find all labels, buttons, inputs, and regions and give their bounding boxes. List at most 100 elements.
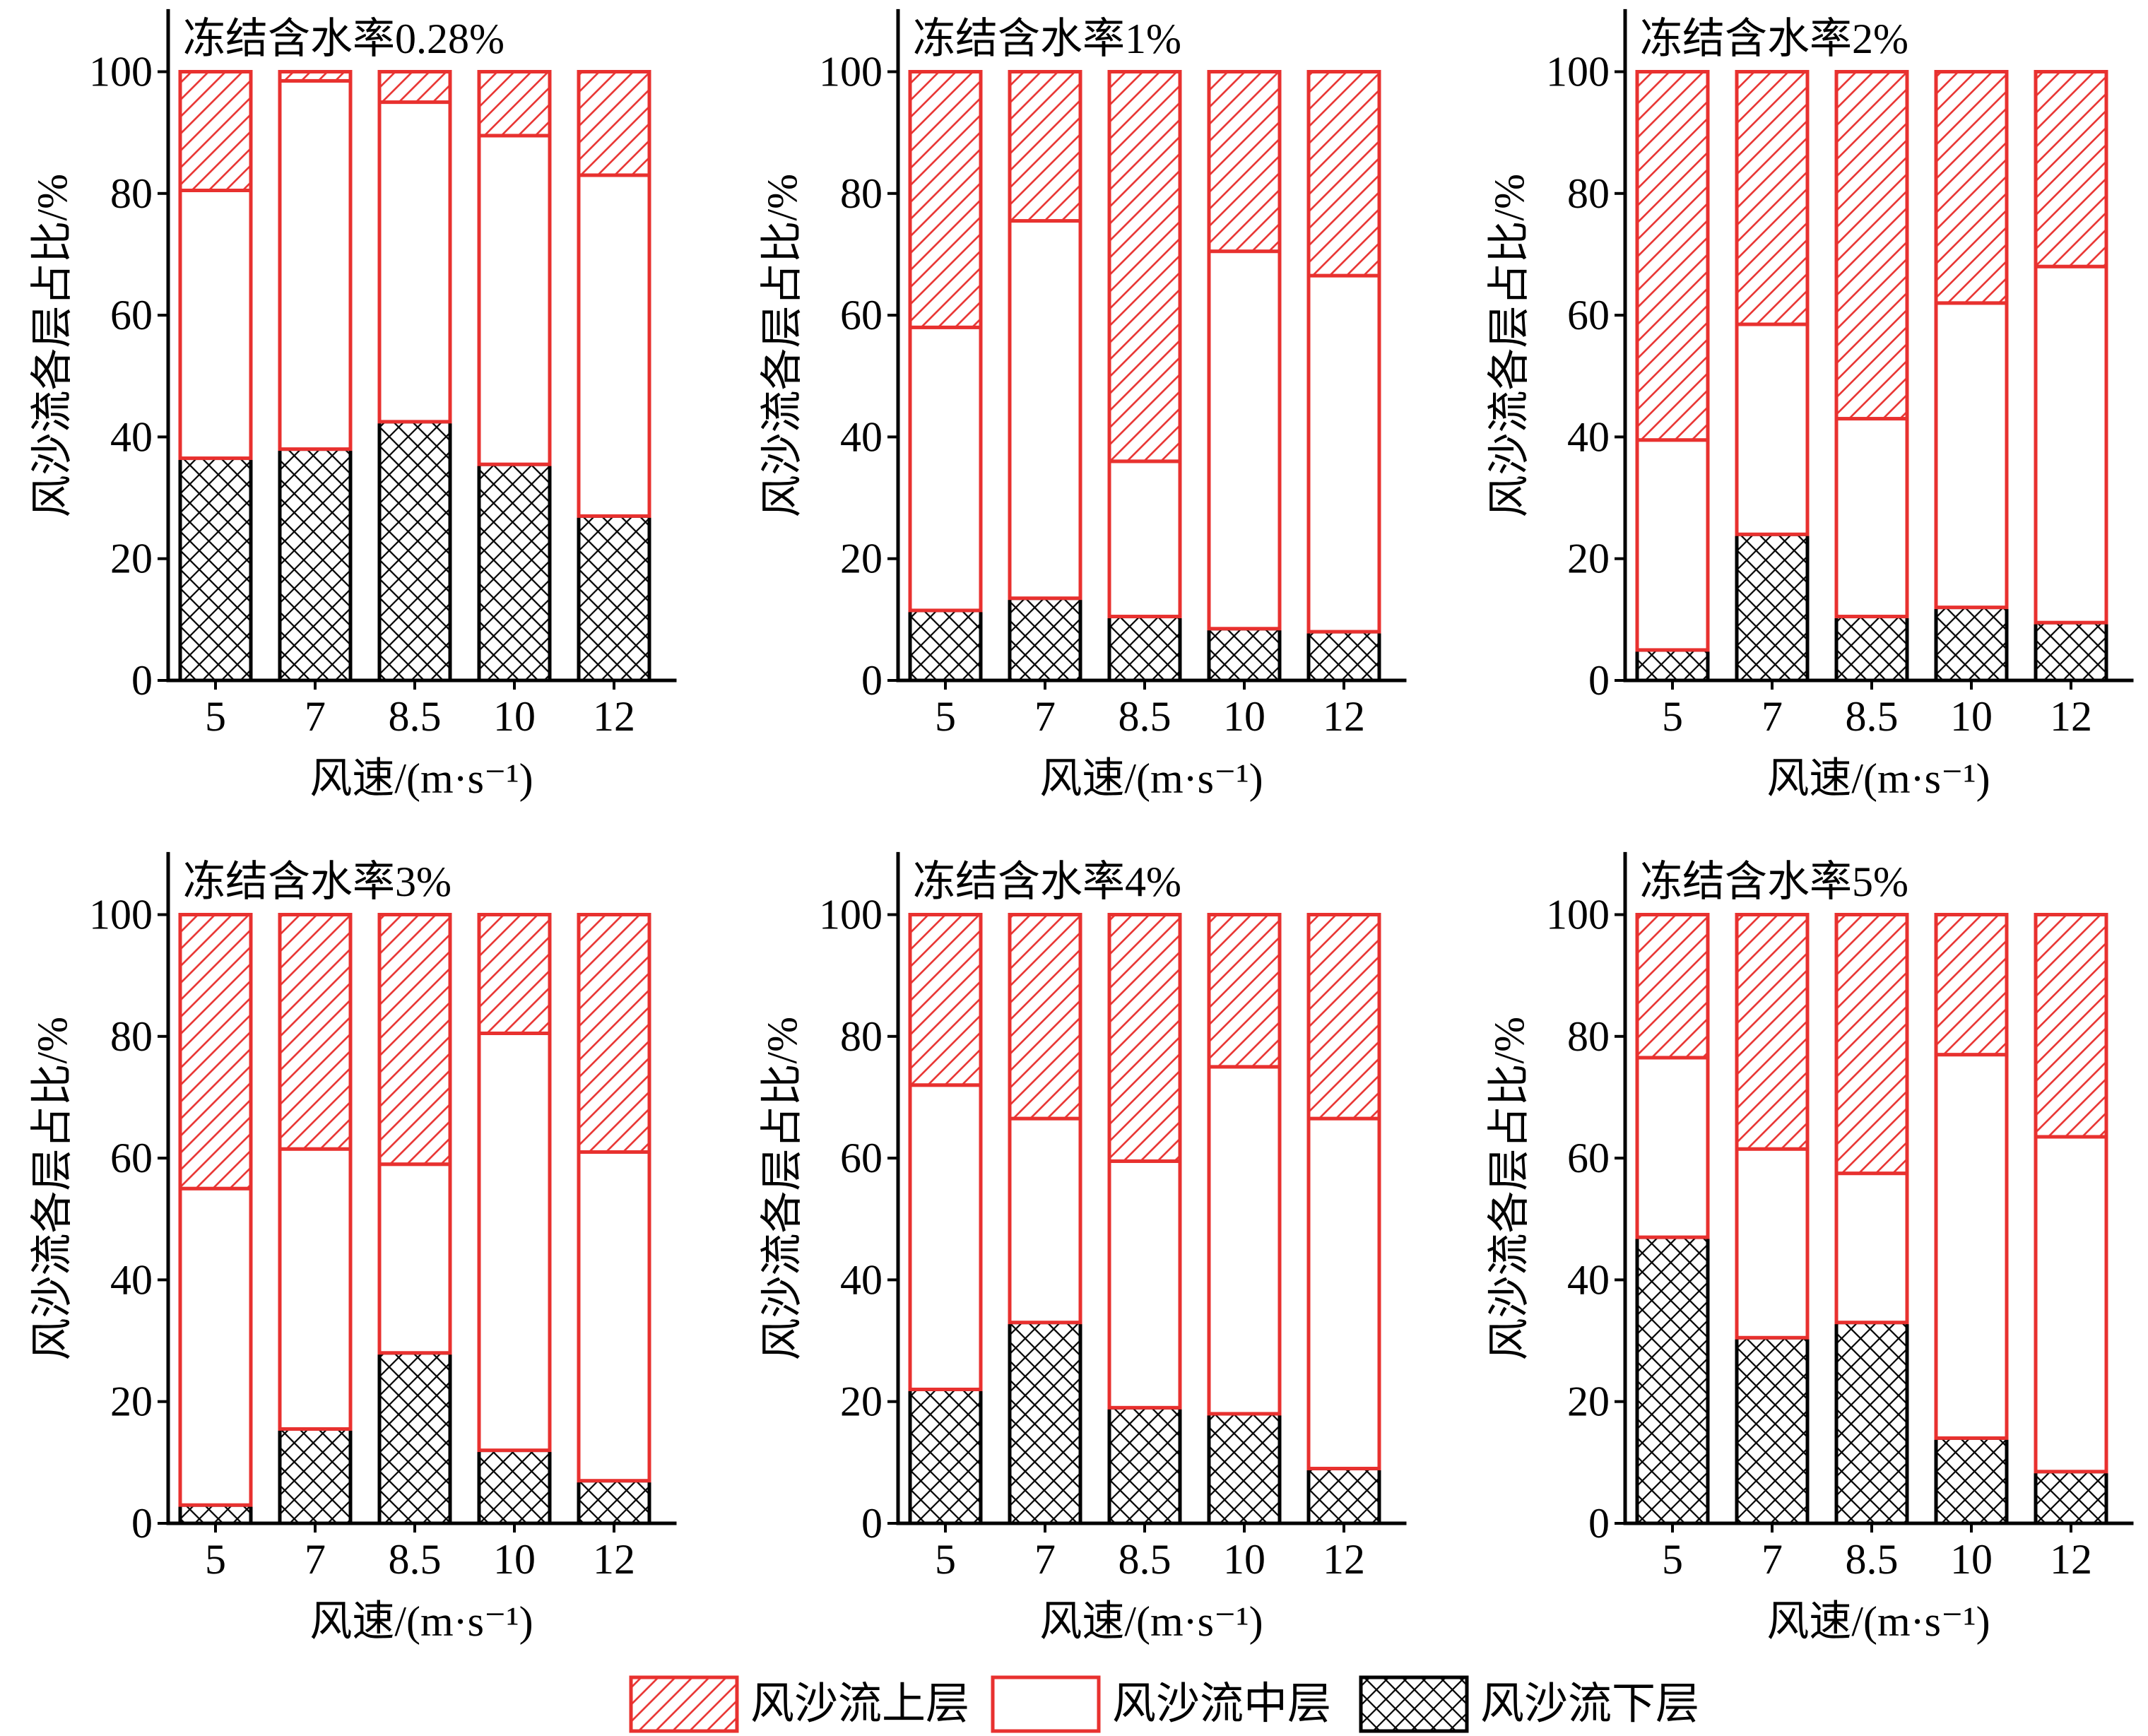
x-tick-label: 7 xyxy=(1762,1536,1783,1583)
y-tick-label: 60 xyxy=(110,1135,153,1181)
panel-title: 冻结含水率3% xyxy=(183,858,452,905)
bar-segment-lower-layer xyxy=(377,420,452,683)
panel-title: 冻结含水率0.28% xyxy=(183,16,504,62)
bar-segment-upper-layer xyxy=(1306,70,1381,278)
bar-segment-upper-layer xyxy=(1735,70,1810,326)
bar-segment-upper-layer xyxy=(278,70,353,83)
y-tick-label: 0 xyxy=(861,1500,883,1547)
bar-segment-lower-layer xyxy=(1107,615,1182,683)
bar-segment-upper-layer xyxy=(908,913,983,1087)
x-tick-label: 10 xyxy=(1223,693,1265,740)
panel-title: 冻结含水率2% xyxy=(1640,16,1908,62)
chart-panel: 5 7 8.5 10 12 0 20 40 60 80 100 冻结含水率0.28% 风速/(m·s⁻¹… xyxy=(29,8,677,802)
y-axis-label: 风沙流各层占比/% xyxy=(759,174,806,518)
bar-segment-upper-layer xyxy=(1834,913,1909,1176)
bar-segment-middle-layer xyxy=(1008,1116,1082,1325)
bar-segment-middle-layer xyxy=(1735,1147,1810,1340)
y-tick-label: 100 xyxy=(819,49,883,95)
x-tick-label: 8.5 xyxy=(389,693,442,740)
bar-segment-upper-layer xyxy=(377,70,452,105)
y-tick-label: 20 xyxy=(840,536,883,582)
x-tick-label: 7 xyxy=(305,693,326,740)
bar-segment-upper-layer xyxy=(178,913,253,1191)
legend-swatch xyxy=(991,1675,1101,1733)
bar-segment-middle-layer xyxy=(377,100,452,424)
bar-segment-upper-layer xyxy=(1735,913,1810,1151)
panel-title: 冻结含水率5% xyxy=(1640,858,1908,905)
y-tick-label: 40 xyxy=(1567,1256,1610,1303)
bar-segment-upper-layer xyxy=(1107,70,1182,463)
y-tick-label: 40 xyxy=(840,1256,883,1303)
bar-segment-lower-layer xyxy=(577,1479,651,1525)
bar-segment-lower-layer xyxy=(908,608,983,683)
chart-panel: 5 7 8.5 10 12 0 20 40 60 80 100 冻结含水率5% 风速/(m·s⁻¹) 风沙… xyxy=(1486,851,2134,1645)
x-tick-label: 10 xyxy=(1223,1536,1265,1583)
bar-segment-middle-layer xyxy=(278,78,353,451)
y-tick-label: 100 xyxy=(819,892,883,938)
bar-segment-lower-layer xyxy=(1735,532,1810,683)
bar-segment-upper-layer xyxy=(1107,913,1182,1163)
x-tick-label: 8.5 xyxy=(1846,1536,1899,1583)
y-tick-label: 80 xyxy=(1567,170,1610,217)
y-axis-label: 风沙流各层占比/% xyxy=(29,174,76,518)
legend-item: 风沙流下层 xyxy=(1359,1675,1699,1733)
legend: 风沙流上层 风沙流中层 风沙流下层 xyxy=(629,1675,1699,1733)
bar-segment-middle-layer xyxy=(477,134,552,466)
y-tick-label: 80 xyxy=(1567,1013,1610,1060)
bar-segment-middle-layer xyxy=(278,1147,353,1431)
bar-segment-upper-layer xyxy=(1934,70,2009,305)
x-tick-label: 12 xyxy=(2050,1536,2092,1583)
y-tick-label: 60 xyxy=(1567,1135,1610,1181)
bar-segment-lower-layer xyxy=(1635,648,1710,683)
bar-segment-middle-layer xyxy=(1735,322,1810,536)
bar-segment-lower-layer xyxy=(1008,596,1082,683)
bar-segment-lower-layer xyxy=(278,1427,353,1525)
x-tick-label: 8.5 xyxy=(1119,693,1172,740)
x-tick-label: 8.5 xyxy=(1846,693,1899,740)
bar-segment-upper-layer xyxy=(1207,913,1282,1069)
bar-segment-lower-layer xyxy=(278,447,353,683)
legend-label: 风沙流下层 xyxy=(1480,1680,1699,1728)
bar-segment-upper-layer xyxy=(2034,70,2108,268)
bar-segment-upper-layer xyxy=(1008,70,1082,223)
bar-segment-upper-layer xyxy=(278,913,353,1151)
bar-segment-upper-layer xyxy=(1635,913,1710,1060)
y-tick-label: 20 xyxy=(110,1378,153,1425)
bar-segment-lower-layer xyxy=(178,1503,253,1525)
bar-segment-middle-layer xyxy=(178,1186,253,1507)
y-axis-label: 风沙流各层占比/% xyxy=(29,1017,76,1361)
x-axis-label: 风速/(m·s⁻¹) xyxy=(309,755,533,802)
bar-segment-middle-layer xyxy=(2034,1135,2108,1474)
legend-swatch xyxy=(1359,1675,1469,1733)
y-tick-label: 20 xyxy=(1567,1378,1610,1425)
y-tick-label: 100 xyxy=(1546,892,1610,938)
bar-segment-middle-layer xyxy=(1635,1056,1710,1239)
bar-segment-upper-layer xyxy=(1635,70,1710,442)
bar-segment-lower-layer xyxy=(1635,1235,1710,1525)
y-tick-label: 40 xyxy=(110,1256,153,1303)
y-tick-label: 0 xyxy=(861,657,883,704)
x-tick-label: 10 xyxy=(1950,1536,1993,1583)
legend-item: 风沙流中层 xyxy=(991,1675,1331,1733)
chart-panel: 5 7 8.5 10 12 0 20 40 60 80 100 冻结含水率2% 风速/(m·s⁻¹) 风沙… xyxy=(1486,8,2134,802)
bar-segment-lower-layer xyxy=(1207,1412,1282,1525)
bar-segment-upper-layer xyxy=(908,70,983,329)
bar-segment-upper-layer xyxy=(2034,913,2108,1139)
x-tick-label: 5 xyxy=(205,1536,226,1583)
bar-segment-middle-layer xyxy=(577,1150,651,1483)
x-tick-label: 7 xyxy=(305,1536,326,1583)
bar-segment-lower-layer xyxy=(1834,1321,1909,1525)
x-tick-label: 5 xyxy=(1662,693,1683,740)
x-tick-label: 7 xyxy=(1034,693,1056,740)
bar-segment-lower-layer xyxy=(1306,630,1381,683)
y-tick-label: 40 xyxy=(110,413,153,460)
bar-segment-lower-layer xyxy=(477,462,552,683)
y-tick-label: 0 xyxy=(131,1500,153,1547)
y-tick-label: 100 xyxy=(89,49,153,95)
y-tick-label: 20 xyxy=(110,536,153,582)
x-axis-label: 风速/(m·s⁻¹) xyxy=(1039,755,1263,802)
bar-segment-middle-layer xyxy=(1934,1053,2009,1440)
bar-segment-middle-layer xyxy=(1934,301,2009,610)
bar-segment-upper-layer xyxy=(577,913,651,1154)
x-axis-label: 风速/(m·s⁻¹) xyxy=(1766,755,1990,802)
